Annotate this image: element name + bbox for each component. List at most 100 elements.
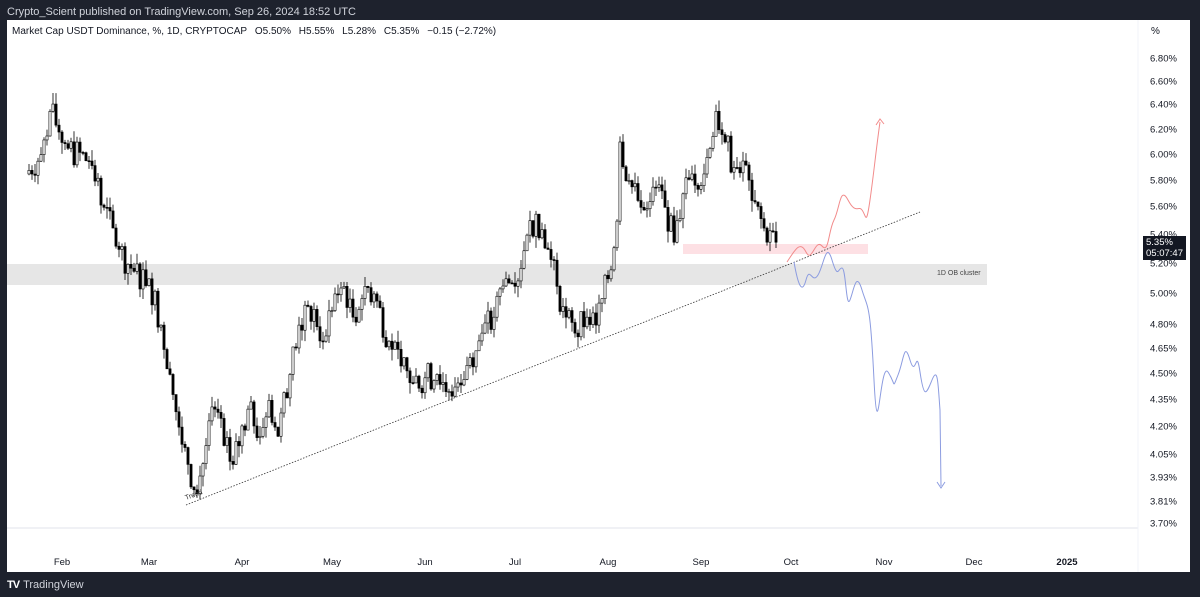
candle-up: [492, 316, 496, 330]
price-tick-label: 5.00%: [1150, 288, 1177, 300]
candle-down: [162, 324, 166, 350]
candle-down: [693, 173, 697, 186]
candle-up: [357, 309, 361, 323]
candle-down: [438, 374, 442, 385]
candle-down: [765, 227, 769, 243]
price-tick-label: 6.80%: [1150, 53, 1177, 65]
candle-down: [237, 441, 241, 447]
time-tick-label: 2025: [1056, 557, 1078, 568]
candle-up: [612, 247, 616, 271]
candle-down: [543, 229, 547, 249]
last-price-tag: 5.35% 05:07:47: [1143, 236, 1186, 260]
time-tick-label: Jul: [508, 557, 522, 568]
candle-down: [744, 160, 748, 166]
candle-down: [270, 400, 274, 423]
candle-up: [48, 111, 52, 137]
candle-up: [627, 180, 631, 182]
chart-panel[interactable]: [7, 20, 1190, 572]
candle-up: [210, 406, 214, 422]
candle-down: [411, 382, 415, 384]
candle-up: [591, 312, 595, 325]
candle-down: [663, 190, 667, 208]
candle-down: [378, 300, 382, 308]
tradingview-logo-icon: TV: [7, 579, 20, 591]
candle-down: [546, 247, 550, 250]
candle-down: [351, 298, 355, 318]
candle-down: [624, 166, 628, 182]
symbol-legend[interactable]: Market Cap USDT Dominance, %, 1D, CRYPTO…: [12, 26, 501, 37]
candle-up: [534, 213, 538, 237]
symbol-name: Market Cap USDT Dominance, %, 1D, CRYPTO…: [12, 26, 248, 37]
last-price: 5.35%: [1146, 237, 1173, 248]
candle-up: [426, 363, 430, 379]
time-tick-label: Dec: [965, 557, 983, 568]
candle-up: [249, 401, 253, 410]
price-tick-label: 4.80%: [1150, 319, 1177, 331]
candle-down: [750, 179, 754, 201]
candle-up: [699, 185, 703, 190]
candle-down: [606, 274, 610, 280]
candle-down: [420, 387, 424, 394]
candle-down: [552, 259, 556, 261]
candle-down: [186, 447, 190, 465]
trend-line[interactable]: [185, 211, 921, 506]
candle-down: [621, 141, 625, 168]
candle-up: [297, 324, 301, 349]
candle-up: [414, 375, 418, 384]
candle-down: [408, 370, 412, 383]
candle-down: [129, 263, 133, 269]
brand-name: TradingView: [23, 579, 84, 591]
candle-up: [690, 173, 694, 180]
ob-cluster-label: 1D OB cluster: [937, 270, 981, 277]
time-tick-label: Aug: [599, 557, 617, 568]
candle-up: [204, 445, 208, 464]
candle-down: [222, 418, 226, 446]
candle-up: [708, 148, 712, 158]
candle-down: [450, 391, 454, 397]
candle-down: [558, 286, 562, 312]
candle-down: [108, 207, 112, 212]
candle-up: [741, 160, 745, 174]
candle-up: [279, 412, 283, 437]
price-tick-label: 6.20%: [1150, 124, 1177, 136]
candle-down: [114, 227, 118, 247]
candle-up: [147, 278, 151, 286]
price-tick-label: 3.70%: [1150, 518, 1177, 530]
candle-up: [324, 335, 328, 342]
candle-down: [87, 160, 91, 163]
candles: [27, 93, 778, 500]
candle-down: [564, 306, 568, 318]
candle-up: [465, 364, 469, 380]
candle-up: [432, 380, 436, 390]
time-tick-label: Sep: [692, 557, 710, 568]
candle-up: [330, 310, 334, 312]
candle-up: [468, 357, 472, 366]
candle-up: [456, 382, 460, 388]
candle-up: [453, 386, 457, 397]
high-value: H5.55%: [298, 26, 335, 37]
candle-down: [513, 282, 517, 287]
candle-down: [345, 286, 349, 308]
candle-up: [480, 332, 484, 342]
candle-down: [417, 375, 421, 389]
candle-down: [216, 408, 220, 413]
candle-down: [405, 357, 409, 372]
candle-up: [519, 267, 523, 282]
candle-down: [654, 186, 658, 189]
candle-down: [57, 124, 61, 133]
candle-up: [363, 286, 367, 299]
candle-down: [63, 142, 67, 144]
candle-down: [252, 401, 256, 427]
price-tick-label: 4.65%: [1150, 343, 1177, 355]
candle-up: [207, 420, 211, 446]
candle-down: [189, 464, 193, 488]
candle-down: [489, 310, 493, 330]
candle-down: [747, 164, 751, 181]
tradingview-brand[interactable]: TV TradingView: [7, 579, 84, 591]
candle-up: [120, 246, 124, 250]
candle-down: [165, 349, 169, 370]
candle-up: [447, 391, 451, 393]
candle-down: [66, 143, 70, 149]
price-tick-label: 5.20%: [1150, 258, 1177, 270]
